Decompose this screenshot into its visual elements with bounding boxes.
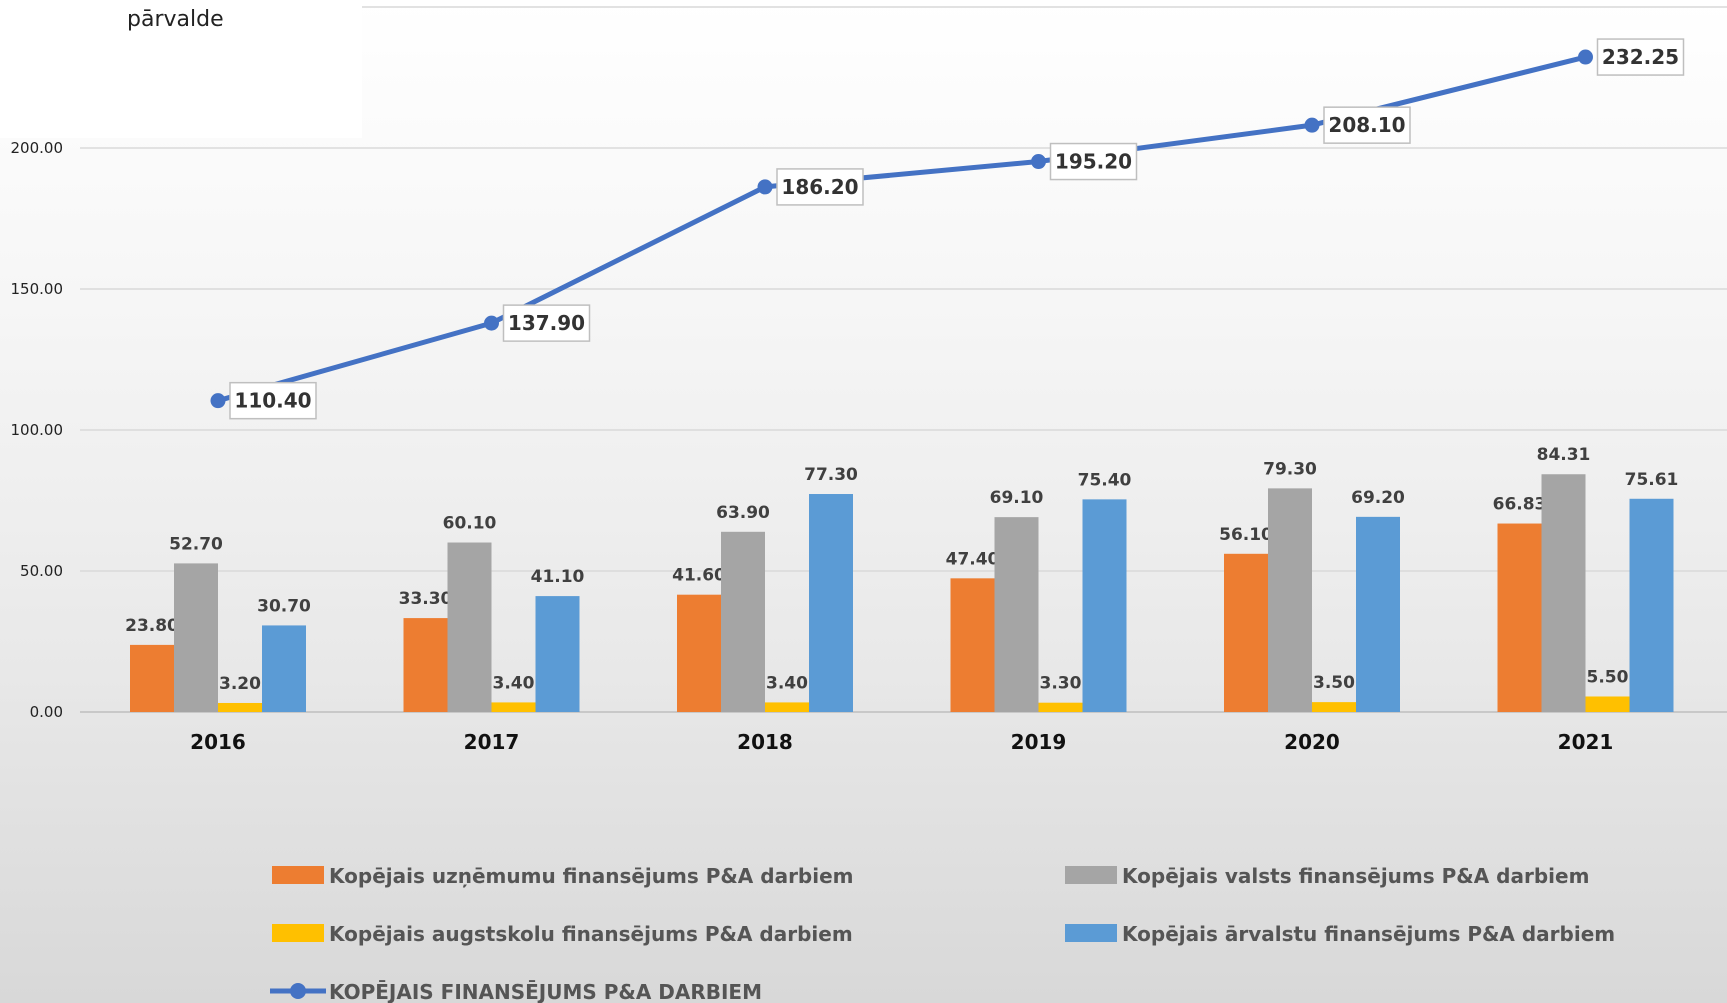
- x-tick-label: 2021: [1558, 730, 1614, 754]
- bar-data-label: 41.10: [531, 567, 585, 587]
- x-tick-label: 2018: [737, 730, 793, 754]
- bar: [447, 542, 492, 712]
- bar-data-label: 30.70: [257, 596, 311, 616]
- bar: [262, 625, 306, 712]
- legend-entry-label: Kopējais augstskolu finansējums P&A darb…: [329, 922, 853, 946]
- bar: [403, 618, 448, 712]
- legend-swatch: [272, 866, 324, 884]
- line-data-label-box: [1323, 106, 1411, 144]
- y-tick-label: 0.00: [30, 703, 63, 721]
- bar: [535, 596, 580, 712]
- line-data-label-box: [229, 381, 317, 420]
- line-data-label: 208.10: [1328, 113, 1405, 137]
- bar-data-label: 3.40: [766, 673, 808, 693]
- line-data-label-box: [1596, 38, 1685, 76]
- y-tick-label: 150.00: [11, 280, 64, 298]
- bar-data-label: 47.40: [946, 549, 1000, 569]
- x-tick-label: 2016: [190, 730, 246, 754]
- bar: [677, 594, 721, 712]
- bar-data-label: 77.30: [804, 465, 858, 485]
- legend-swatch: [272, 924, 324, 942]
- y-tick-label: 100.00: [11, 421, 64, 439]
- bar-data-label: 63.90: [716, 503, 770, 523]
- bar: [491, 702, 536, 712]
- bar: [721, 531, 765, 712]
- bar-data-label: 75.61: [1625, 470, 1679, 490]
- line-marker: [484, 315, 499, 331]
- line-data-label: 195.20: [1055, 150, 1132, 174]
- bar-data-label: 3.20: [219, 674, 261, 694]
- bar-data-label: 5.50: [1587, 667, 1629, 687]
- bar-series: 23.80 33.30 41.60 47.40 56.10 66.83 52.70 60.10…: [125, 445, 1678, 712]
- line-marker: [757, 179, 773, 195]
- line-data-label: 232.25: [1602, 45, 1679, 69]
- bar-data-label: 52.70: [169, 534, 223, 554]
- x-tick-label: 2017: [464, 730, 520, 754]
- bar-data-label: 69.20: [1351, 488, 1405, 508]
- x-tick-label: 2019: [1011, 730, 1067, 754]
- bar: [174, 563, 218, 712]
- bar-data-label: 23.80: [125, 616, 179, 636]
- bar: [1038, 702, 1083, 712]
- bar: [994, 517, 1039, 712]
- bar: [1585, 696, 1630, 712]
- line-data-label-box: [776, 168, 864, 206]
- legend-swatch: [1065, 866, 1117, 884]
- bar: [1268, 488, 1312, 712]
- legend-entry-label: KOPĒJAIS FINANSĒJUMS P&A DARBIEM: [329, 980, 762, 1003]
- bar-data-label: 79.30: [1263, 459, 1317, 479]
- legend-entry-label: Kopējais uzņēmumu finansējums P&A darbie…: [329, 864, 854, 888]
- bar: [218, 702, 262, 712]
- corner-label: pārvalde: [127, 7, 224, 32]
- bar-data-label: 3.30: [1040, 674, 1082, 694]
- bar-data-label: 84.31: [1537, 445, 1591, 465]
- legend-entry-label: Kopējais ārvalstu finansējums P&A darbie…: [1122, 922, 1615, 946]
- line-marker: [1031, 154, 1046, 170]
- line-marker: [1578, 49, 1593, 65]
- line-data-label-box: [1049, 142, 1138, 181]
- line-series: 110.40 137.90 186.20 195.20 208.10 232.25: [210, 38, 1685, 420]
- line-marker: [1304, 117, 1320, 133]
- bar-data-label: 66.83: [1493, 495, 1547, 515]
- corner-overlay-box: [0, 0, 362, 138]
- line-data-label: 110.40: [234, 389, 311, 413]
- line-data-label-box: [502, 304, 591, 342]
- bar-data-label: 56.10: [1219, 525, 1273, 545]
- bar: [130, 644, 174, 712]
- bar: [1497, 523, 1542, 712]
- bar: [1312, 702, 1356, 712]
- bar: [950, 578, 995, 712]
- bar-data-label: 69.10: [990, 488, 1044, 508]
- legend-marker: [290, 983, 306, 999]
- bar-data-label: 75.40: [1078, 470, 1132, 490]
- y-tick-label: 200.00: [11, 139, 64, 157]
- x-axis: 2016 2017 2018 2019 2020 2021: [190, 730, 1613, 754]
- y-tick-label: 50.00: [20, 562, 63, 580]
- bar: [1082, 499, 1127, 712]
- bar: [1224, 553, 1268, 712]
- legend-swatch: [1065, 924, 1117, 942]
- legend-entry-label: Kopējais valsts finansējums P&A darbiem: [1122, 864, 1589, 888]
- line-data-label: 137.90: [508, 311, 585, 335]
- bar: [1356, 516, 1400, 712]
- x-tick-label: 2020: [1284, 730, 1340, 754]
- line-data-label: 186.20: [781, 175, 858, 199]
- bar-data-label: 3.50: [1313, 673, 1355, 693]
- bar: [1629, 498, 1674, 712]
- bar-data-label: 3.40: [493, 673, 535, 693]
- bar: [765, 702, 809, 712]
- line-marker: [210, 393, 226, 409]
- legend: Kopējais uzņēmumu finansējums P&A darbie…: [270, 864, 1615, 1003]
- bar-data-label: 60.10: [443, 514, 497, 534]
- bar-data-label: 33.30: [399, 589, 453, 609]
- bar-data-label: 41.60: [672, 566, 726, 586]
- bar: [1541, 474, 1586, 712]
- bar: [809, 494, 853, 712]
